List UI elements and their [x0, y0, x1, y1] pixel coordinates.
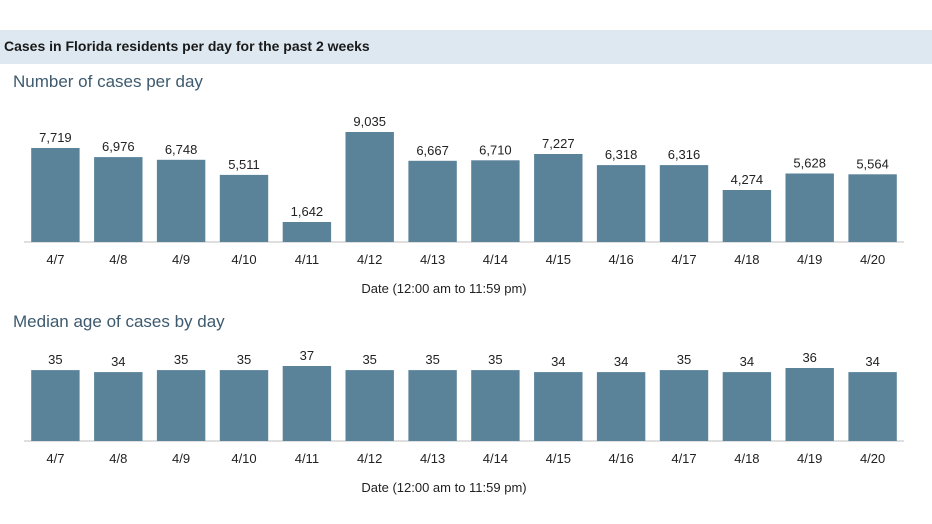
age-bar — [156, 370, 206, 441]
age-value-label: 35 — [362, 352, 376, 367]
age-x-tick-label: 4/18 — [734, 451, 759, 466]
age-x-tick-label: 4/7 — [46, 451, 64, 466]
age-bar — [94, 372, 143, 441]
age-value-label: 35 — [425, 352, 439, 367]
cases-x-tick-label: 4/7 — [46, 252, 64, 267]
age-bar — [659, 370, 709, 441]
age-x-tick-label: 4/11 — [295, 451, 319, 466]
cases-value-label: 5,564 — [856, 156, 889, 171]
age-bar — [408, 370, 457, 441]
cases-value-label: 7,719 — [39, 130, 72, 145]
age-bar — [848, 372, 897, 441]
age-value-label: 34 — [111, 354, 125, 369]
cases-value-label: 9,035 — [353, 114, 386, 129]
age-x-tick-label: 4/14 — [483, 451, 508, 466]
cases-bar — [282, 222, 332, 242]
age-bar — [219, 370, 269, 441]
age-x-tick-label: 4/20 — [860, 451, 885, 466]
cases-x-tick-label: 4/8 — [109, 252, 127, 267]
chart-banner: Cases in Florida residents per day for t… — [0, 30, 932, 64]
age-x-tick-label: 4/8 — [109, 451, 127, 466]
cases-value-label: 6,710 — [479, 142, 512, 157]
median-age-chart: 35 4/7 34 4/8 35 4/9 35 4/10 37 4/11 35 4/12 35 4/13 3… — [24, 348, 904, 466]
cases-value-label: 7,227 — [542, 136, 575, 151]
cases-bar — [785, 173, 834, 242]
age-value-label: 34 — [551, 354, 565, 369]
cases-bar — [219, 174, 269, 242]
cases-value-label: 4,274 — [731, 172, 764, 187]
age-value-label: 37 — [300, 348, 314, 363]
age-x-tick-label: 4/19 — [797, 451, 822, 466]
age-bar — [345, 370, 394, 441]
cases-bar — [722, 190, 772, 242]
age-x-tick-label: 4/17 — [671, 451, 696, 466]
age-value-label: 35 — [237, 352, 251, 367]
cases-per-day-chart: 7,719 4/7 6,976 4/8 6,748 4/9 5,511 4/10 1,642 4/… — [24, 114, 904, 267]
age-x-tick-label: 4/16 — [608, 451, 633, 466]
age-bar — [785, 368, 834, 441]
cases-bar — [31, 148, 80, 242]
cases-bar — [471, 160, 520, 242]
age-x-tick-label: 4/9 — [172, 451, 190, 466]
age-x-tick-label: 4/10 — [231, 451, 256, 466]
cases-bar — [596, 165, 646, 242]
age-bar — [31, 370, 80, 441]
cases-x-axis-title: Date (12:00 am to 11:59 pm) — [361, 281, 527, 296]
cases-value-label: 6,748 — [165, 142, 198, 157]
age-value-label: 35 — [174, 352, 188, 367]
cases-bar — [94, 157, 143, 242]
cases-x-tick-label: 4/15 — [546, 252, 571, 267]
age-x-tick-label: 4/12 — [357, 451, 382, 466]
cases-value-label: 6,318 — [605, 147, 638, 162]
age-bar — [722, 372, 772, 441]
cases-x-tick-label: 4/19 — [797, 252, 822, 267]
cases-x-tick-label: 4/17 — [671, 252, 696, 267]
page-title: Cases in Florida residents per day for t… — [4, 38, 370, 54]
cases-x-tick-label: 4/11 — [295, 252, 319, 267]
cases-x-tick-label: 4/12 — [357, 252, 382, 267]
age-bar — [282, 366, 332, 441]
age-value-label: 35 — [677, 352, 691, 367]
age-chart-title: Median age of cases by day — [13, 312, 225, 331]
age-bar — [534, 372, 583, 441]
cases-bar — [408, 160, 457, 242]
age-value-label: 36 — [802, 350, 816, 365]
cases-bar — [345, 132, 394, 242]
age-value-label: 34 — [865, 354, 879, 369]
cases-value-label: 6,667 — [416, 143, 449, 158]
cases-x-tick-label: 4/10 — [231, 252, 256, 267]
cases-bar — [659, 165, 709, 242]
cases-x-tick-label: 4/20 — [860, 252, 885, 267]
age-x-tick-label: 4/13 — [420, 451, 445, 466]
age-value-label: 34 — [740, 354, 754, 369]
cases-bar — [534, 154, 583, 242]
age-value-label: 35 — [488, 352, 502, 367]
cases-value-label: 1,642 — [291, 204, 324, 219]
cases-value-label: 5,511 — [228, 157, 260, 172]
cases-x-tick-label: 4/16 — [608, 252, 633, 267]
age-bar — [471, 370, 520, 441]
cases-bar — [848, 174, 897, 242]
age-bar — [596, 372, 646, 441]
age-x-tick-label: 4/15 — [546, 451, 571, 466]
age-x-axis-title: Date (12:00 am to 11:59 pm) — [361, 480, 527, 495]
cases-chart-title: Number of cases per day — [13, 72, 203, 91]
cases-value-label: 5,628 — [793, 156, 826, 171]
cases-x-tick-label: 4/9 — [172, 252, 190, 267]
age-value-label: 34 — [614, 354, 628, 369]
cases-value-label: 6,316 — [668, 147, 701, 162]
cases-x-tick-label: 4/14 — [483, 252, 508, 267]
cases-value-label: 6,976 — [102, 139, 135, 154]
cases-x-tick-label: 4/18 — [734, 252, 759, 267]
cases-x-tick-label: 4/13 — [420, 252, 445, 267]
age-value-label: 35 — [48, 352, 62, 367]
cases-bar — [156, 159, 206, 242]
